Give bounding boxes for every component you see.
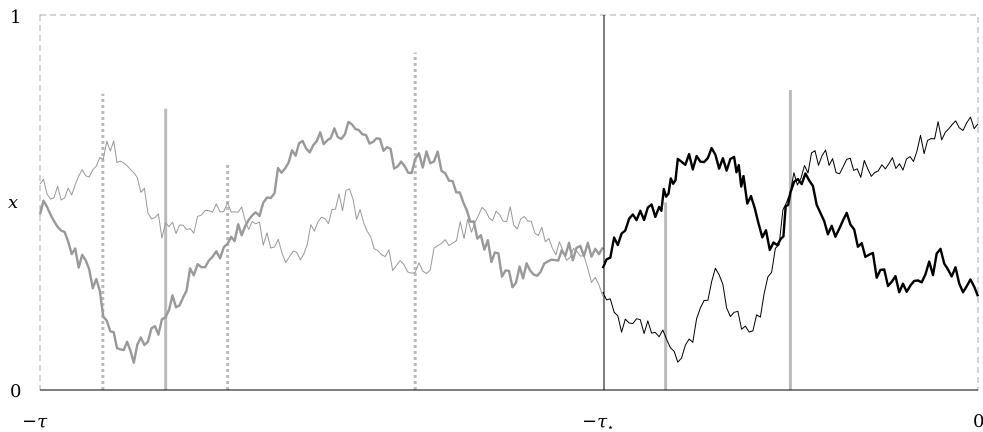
gray-thin-path: [39, 140, 604, 297]
gray-thick-path: [38, 120, 604, 364]
x-label-right: 0: [973, 411, 983, 432]
x-label-mid-main: −τ: [582, 411, 608, 432]
black-thin-path: [602, 116, 979, 363]
y-label-bottom: 0: [10, 381, 21, 402]
paths-group: [38, 116, 980, 364]
black-thick-path: [601, 146, 980, 297]
frame-dashed: [39, 14, 979, 391]
x-label-left: −τ: [22, 411, 48, 432]
x-label-mid-sub: ⋆: [607, 421, 614, 432]
markers-group: [101, 52, 792, 390]
x-label-mid: −τ⋆: [582, 411, 614, 432]
y-label-top: 1: [10, 7, 21, 28]
y-label-mid: x: [8, 192, 18, 213]
